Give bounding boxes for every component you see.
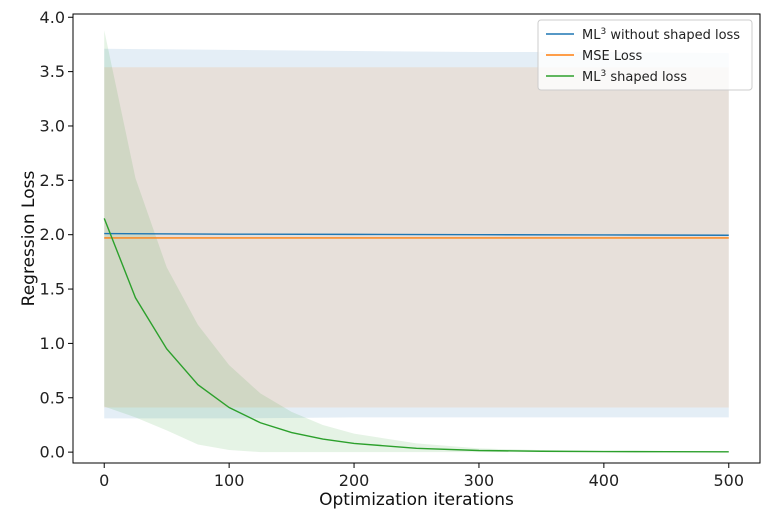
- series-lines: [103, 218, 729, 453]
- legend: ML3 without shaped loss MSE Loss ML3 shape…: [537, 19, 753, 91]
- x-tick-label: 200: [339, 471, 370, 490]
- y-tick-label: 3.5: [40, 62, 65, 81]
- y-tick-label: 1.0: [40, 334, 65, 353]
- legend-label-2: ML3 shaped loss: [582, 69, 687, 85]
- series-line-0: [104, 232, 729, 236]
- confidence-bands: [104, 30, 729, 453]
- y-tick-label: 1.5: [40, 280, 65, 299]
- legend-box: [537, 19, 753, 91]
- x-axis-ticks: 0 100 200 300 400 500: [99, 463, 744, 490]
- legend-label-1: MSE Loss: [582, 49, 643, 64]
- x-tick-label: 0: [99, 471, 109, 490]
- x-tick-label: 100: [214, 471, 245, 490]
- y-axis-ticks: 0.0 0.5 1.0 1.5 2.0 2.5 3.0 3.5 4.0: [40, 8, 73, 462]
- x-axis-label: Optimization iterations: [319, 490, 514, 510]
- y-tick-label: 2.0: [40, 225, 65, 244]
- legend-label-0: ML3 without shaped loss: [582, 27, 740, 43]
- y-axis-label: Regression Loss: [19, 171, 39, 307]
- plot-frame: [72, 13, 761, 464]
- y-tick-label: 0.5: [40, 388, 65, 407]
- x-tick-label: 300: [464, 471, 495, 490]
- series-line-2: [103, 218, 729, 453]
- y-tick-label: 3.0: [40, 116, 65, 135]
- x-tick-label: 400: [589, 471, 620, 490]
- series-band-2: [104, 30, 729, 453]
- series-band-0: [104, 48, 729, 419]
- y-tick-label: 4.0: [40, 8, 65, 27]
- y-tick-label: 0.0: [40, 443, 65, 462]
- y-tick-label: 2.5: [40, 171, 65, 190]
- x-tick-label: 500: [713, 471, 744, 490]
